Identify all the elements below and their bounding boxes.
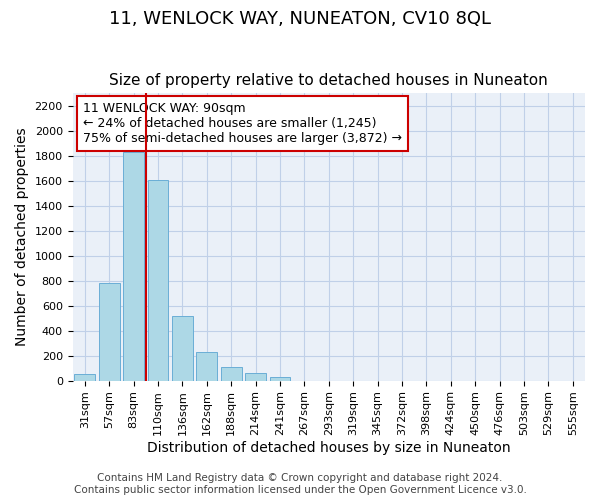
Bar <box>196 352 217 380</box>
Bar <box>245 373 266 380</box>
Bar <box>172 316 193 380</box>
Bar <box>99 283 119 380</box>
Y-axis label: Number of detached properties: Number of detached properties <box>15 128 29 346</box>
Bar <box>221 367 242 380</box>
Title: Size of property relative to detached houses in Nuneaton: Size of property relative to detached ho… <box>109 73 548 88</box>
X-axis label: Distribution of detached houses by size in Nuneaton: Distribution of detached houses by size … <box>147 441 511 455</box>
Bar <box>123 152 144 380</box>
Bar <box>74 374 95 380</box>
Bar <box>148 180 169 380</box>
Text: 11, WENLOCK WAY, NUNEATON, CV10 8QL: 11, WENLOCK WAY, NUNEATON, CV10 8QL <box>109 10 491 28</box>
Text: Contains HM Land Registry data © Crown copyright and database right 2024.
Contai: Contains HM Land Registry data © Crown c… <box>74 474 526 495</box>
Bar <box>269 377 290 380</box>
Text: 11 WENLOCK WAY: 90sqm
← 24% of detached houses are smaller (1,245)
75% of semi-d: 11 WENLOCK WAY: 90sqm ← 24% of detached … <box>83 102 402 145</box>
